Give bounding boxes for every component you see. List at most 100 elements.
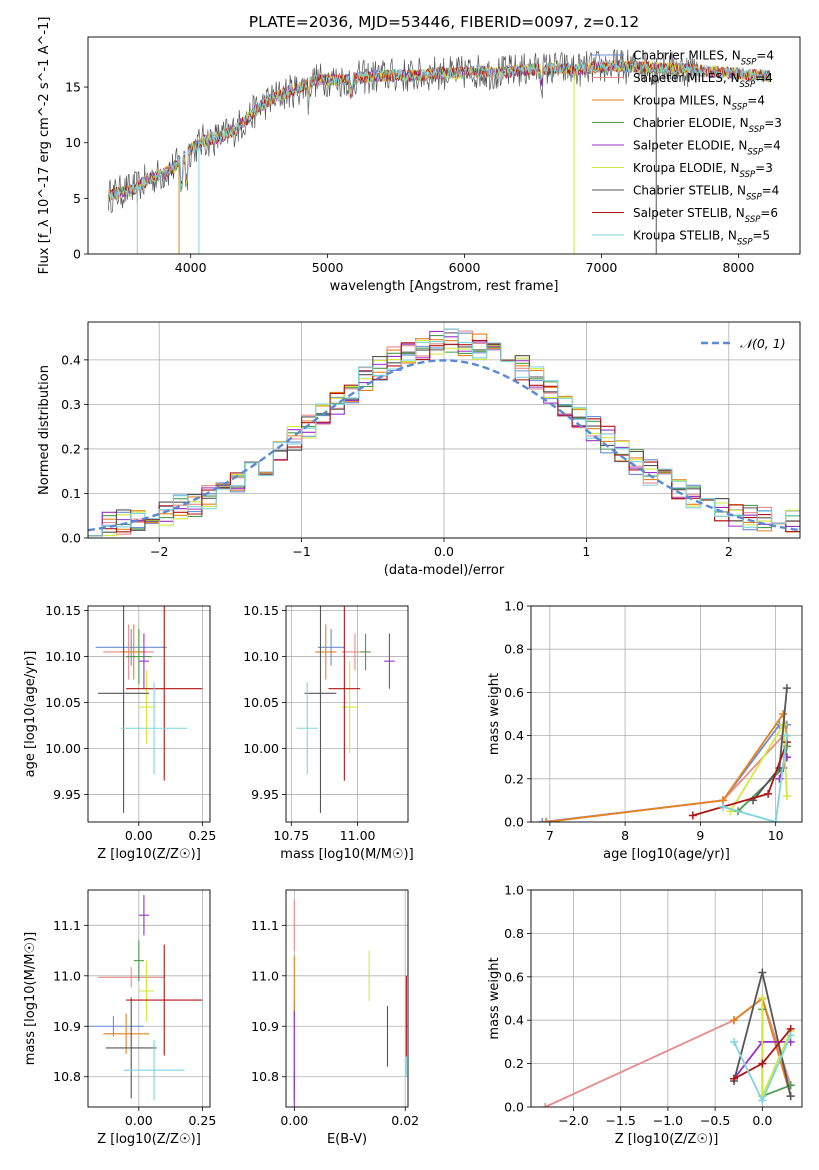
axes-frame [87, 605, 211, 823]
legend-label: Chabrier ELODIE, NSSP=3 [633, 116, 782, 135]
y-axis-label: mass [log10(M/M☉)] [23, 932, 38, 1065]
weight-marker [758, 994, 767, 1003]
weight-marker [730, 1037, 739, 1046]
x-axis-label: (data-model)/error [384, 563, 505, 578]
legend-label: Kroupa ELODIE, NSSP=3 [633, 161, 773, 180]
y-axis-label: Normed distribution [37, 365, 52, 495]
x-axis-label: Z [log10(Z/Z☉)] [97, 847, 201, 862]
legend-label: Chabrier STELIB, NSSP=4 [633, 184, 779, 203]
x-tick-label: 5000 [312, 260, 344, 275]
x-tick-label: −2.0 [558, 1113, 588, 1128]
weight-marker [786, 1031, 795, 1040]
weight-marker [542, 818, 551, 822]
y-tick-label: 10.8 [251, 1069, 279, 1084]
y-tick-label: 0.3 [61, 397, 81, 412]
y-tick-label: 11.0 [251, 968, 279, 983]
y-tick-label: 0.8 [504, 642, 524, 657]
y-tick-label: 10.00 [243, 741, 279, 756]
figure-title: PLATE=2036, MJD=53446, FIBERID=0097, z=0… [249, 13, 639, 31]
legend-subscript: SSP [745, 215, 761, 225]
x-tick-label: 0.02 [391, 1113, 419, 1128]
spectrum-line [108, 60, 771, 201]
weight-line [722, 735, 788, 822]
y-tick-label: 0.6 [504, 685, 524, 700]
legend-label: 𝒩(0, 1) [740, 336, 786, 351]
legend-label: Salpeter ELODIE, NSSP=4 [633, 139, 781, 158]
legend-subscript: SSP [747, 148, 763, 158]
weight-marker [779, 710, 788, 718]
axes-frame [87, 321, 801, 539]
weight-marker [758, 1059, 767, 1068]
y-tick-label: 9.95 [53, 787, 81, 802]
legend-subscript: SSP [749, 125, 765, 135]
y-tick-label: 0.2 [61, 441, 81, 456]
spectrum-panel: 4000 5000 6000 7000 8000 0 5 10 15 wavelength [An… [37, 17, 801, 294]
x-tick-label: 0.0 [434, 544, 454, 559]
y-tick-label: 0.2 [504, 1056, 524, 1071]
legend-count: =4 [763, 139, 781, 153]
axes-frame [285, 889, 409, 1108]
legend-count: =3 [755, 161, 773, 175]
spectrum-line [108, 60, 771, 200]
x-tick-label: 4000 [175, 260, 207, 275]
axes-frame [87, 889, 211, 1108]
y-tick-label: 9.95 [251, 787, 279, 802]
x-tick-label: −1.5 [606, 1113, 636, 1128]
legend-subscript: SSP [746, 193, 762, 203]
legend-count: =6 [760, 206, 778, 220]
weight-marker [730, 1074, 739, 1083]
legend-subscript: SSP [737, 238, 753, 248]
age-vs-metallicity-panel: 0.00 0.25 9.95 10.00 10.05 10.10 10.15 Z [log10… [23, 603, 216, 862]
y-tick-label: 10.05 [243, 695, 279, 710]
legend-subscript: SSP [741, 58, 757, 68]
weight-marker [782, 684, 791, 693]
axes-frame [530, 889, 803, 1108]
y-tick-label: 10.15 [243, 603, 279, 618]
y-tick-label: 1.0 [504, 599, 524, 614]
histogram-step [88, 339, 800, 537]
y-tick-label: 0.2 [504, 771, 524, 786]
x-tick-label: 6000 [449, 260, 481, 275]
x-tick-label: −2 [150, 544, 168, 559]
weight-marker [771, 818, 780, 822]
y-tick-label: 10.05 [45, 695, 81, 710]
axes-frame [285, 605, 409, 823]
x-axis-label: Z [log10(Z/Z☉)] [615, 1132, 719, 1147]
y-tick-label: 0.6 [504, 969, 524, 984]
y-axis-label: age [log10(age/yr)] [23, 651, 38, 778]
axes-frame [530, 605, 803, 823]
y-tick-label: 10.9 [251, 1019, 279, 1034]
age-vs-mass-panel: 10.75 11.00 9.95 10.00 10.05 10.10 10.15 mass [… [243, 603, 414, 862]
x-tick-label: 0.0 [752, 1113, 772, 1128]
residual-panel: −2 −1 0.0 1 2 0.0 0.1 0.2 0.3 0.4 (data-model)/err… [37, 321, 801, 578]
x-tick-label: 10.75 [273, 828, 309, 843]
weight-marker [786, 1092, 795, 1101]
x-tick-label: 11.00 [340, 828, 376, 843]
legend-count: =5 [753, 229, 771, 243]
y-tick-label: 0.4 [61, 352, 81, 367]
legend-label: Kroupa MILES, NSSP=4 [633, 94, 765, 113]
x-tick-label: 0.25 [188, 828, 216, 843]
weight-marker [718, 802, 727, 811]
y-tick-label: 15 [65, 80, 81, 95]
x-axis-label: age [log10(age/yr)] [603, 847, 730, 862]
y-tick-label: 0.0 [61, 531, 81, 546]
x-axis-label: mass [log10(M/M☉)] [280, 847, 413, 862]
y-tick-label: 10.9 [53, 1019, 81, 1034]
x-tick-label: −0.5 [700, 1113, 730, 1128]
y-tick-label: 11.1 [251, 918, 279, 933]
y-tick-label: 10.15 [45, 603, 81, 618]
histogram-step [88, 340, 800, 537]
y-tick-label: 0.4 [504, 728, 524, 743]
legend-label: Salpeter STELIB, NSSP=6 [633, 206, 778, 225]
x-tick-label: 2 [725, 544, 733, 559]
x-tick-label: 10 [768, 828, 784, 843]
y-tick-label: 0 [73, 247, 81, 262]
legend-label: Kroupa STELIB, NSSP=5 [633, 229, 770, 248]
y-tick-label: 0.1 [61, 486, 81, 501]
x-tick-label: −1 [292, 544, 310, 559]
y-tick-label: 5 [73, 191, 81, 206]
x-tick-label: 0.00 [125, 1113, 153, 1128]
x-axis-label: Z [log10(Z/Z☉)] [97, 1132, 201, 1147]
